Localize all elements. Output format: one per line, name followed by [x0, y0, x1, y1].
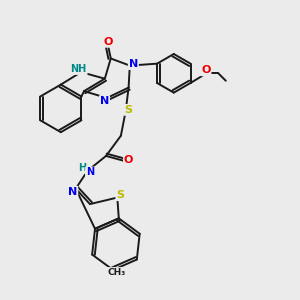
Text: O: O [124, 155, 133, 165]
Text: S: S [116, 190, 124, 200]
Text: O: O [103, 37, 112, 47]
Text: S: S [124, 105, 132, 115]
Text: H: H [78, 163, 86, 173]
Text: N: N [100, 96, 109, 106]
Text: CH₃: CH₃ [107, 268, 126, 277]
Text: N: N [86, 167, 94, 177]
Text: NH: NH [70, 64, 87, 74]
Text: O: O [201, 65, 211, 75]
Text: N: N [129, 59, 138, 69]
Text: N: N [68, 187, 77, 196]
